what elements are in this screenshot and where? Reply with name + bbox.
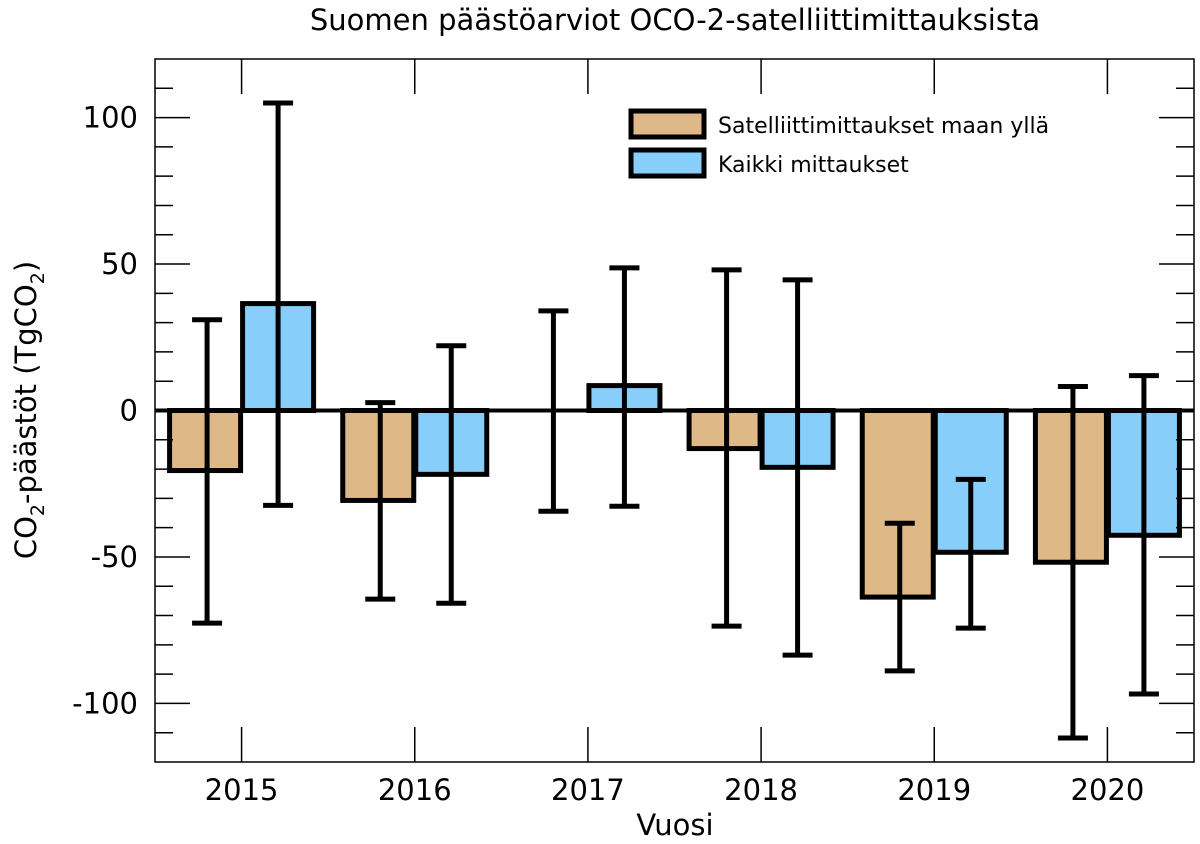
x-tick-label: 2019 (897, 773, 971, 807)
chart-title: Suomen päästöarviot OCO-2-satelliittimit… (310, 3, 1040, 37)
x-axis-label: Vuosi (636, 808, 713, 840)
legend-swatch-all-measurements (628, 147, 707, 179)
y-tick-label: 100 (83, 101, 138, 135)
x-tick-label: 2017 (551, 773, 625, 807)
x-tick-label: 2018 (724, 773, 798, 807)
x-tick-label: 2020 (1071, 773, 1145, 807)
y-axis-label: CO2-päästöt (TgCO2) (9, 261, 49, 559)
y-tick-label: -100 (72, 686, 138, 720)
legend: Satelliittimittaukset maan yllä Kaikki m… (628, 108, 1049, 179)
x-tick-label: 2016 (378, 773, 452, 807)
legend-label-satellite-land: Satelliittimittaukset maan yllä (718, 114, 1049, 139)
legend-swatch-satellite-land (628, 108, 707, 140)
y-tick-label: 0 (120, 394, 138, 428)
bar-2019-series-1 (932, 408, 1009, 555)
y-tick-label: -50 (91, 540, 138, 574)
x-tick-label: 2015 (205, 773, 279, 807)
y-tick-label: 50 (101, 247, 138, 281)
legend-label-all-measurements: Kaikki mittaukset (718, 153, 909, 178)
